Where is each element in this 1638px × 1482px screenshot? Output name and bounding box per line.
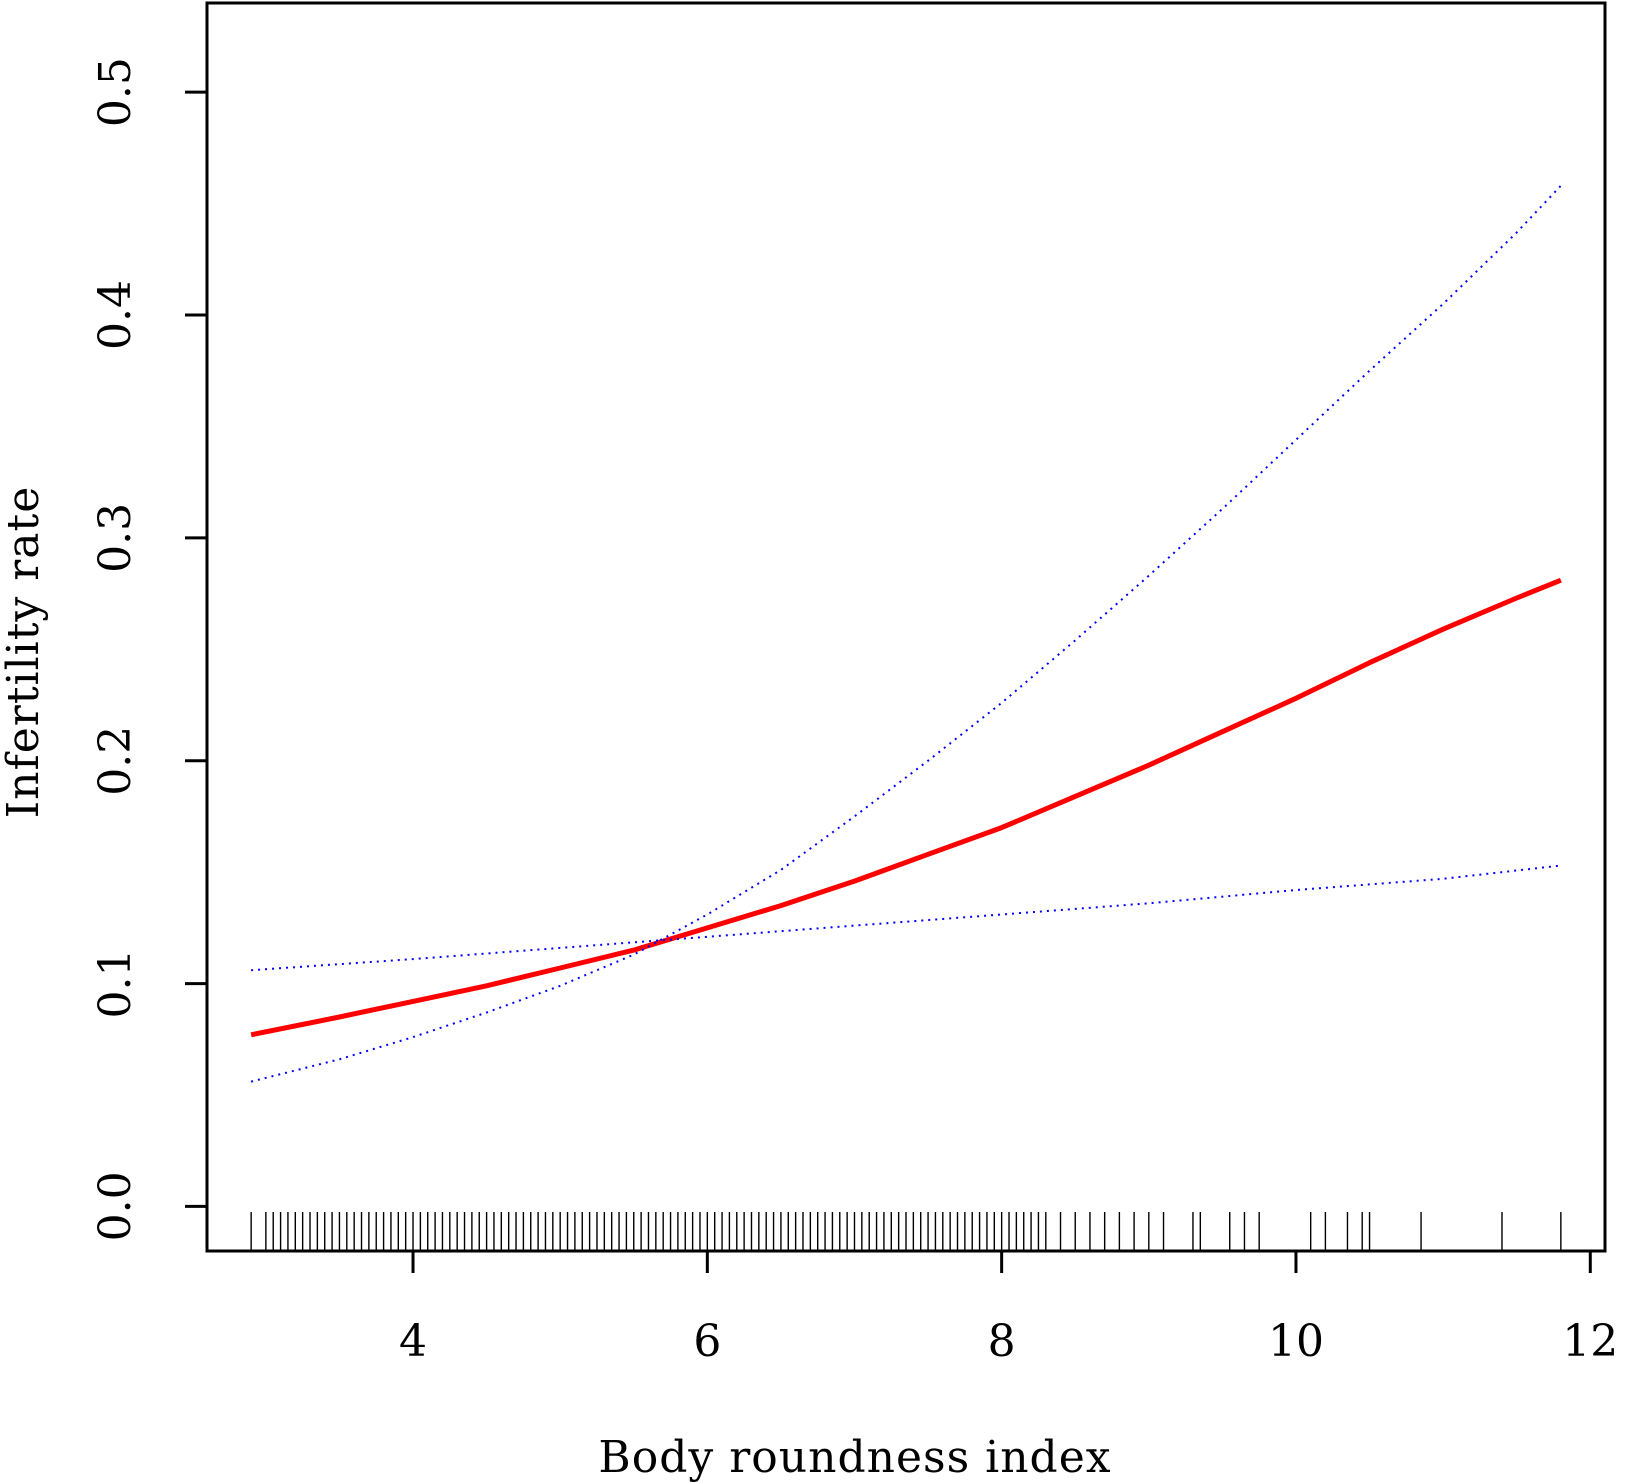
y-tick-label: 0.2 [90,726,141,796]
x-tick-label: 6 [693,1316,721,1367]
x-tick-label: 12 [1562,1316,1618,1367]
rug-marks [250,1212,1562,1251]
estimate-line [250,577,1562,1038]
x-axis-title: Body roundness index [598,1432,1111,1482]
x-tick-label: 8 [988,1316,1016,1367]
y-axis-title: Infertility rate [0,486,49,819]
y-tick-label: 0.1 [90,949,141,1019]
y-tick-label: 0.4 [90,280,141,350]
ci-upper-line [250,185,1562,1083]
x-tick-label: 4 [399,1316,427,1367]
plot-frame [205,1,1607,1253]
x-tick-label: 10 [1268,1316,1324,1367]
y-tick-label: 0.5 [90,57,141,127]
y-tick-label: 0.3 [90,503,141,573]
y-axis: 0.0 0.1 0.2 0.3 0.4 0.5 [90,57,207,1241]
y-tick-label: 0.0 [90,1171,141,1241]
x-axis: 4 6 8 10 12 [399,1251,1618,1367]
series-layer [250,185,1562,1083]
ci-lower-line [251,864,1562,972]
